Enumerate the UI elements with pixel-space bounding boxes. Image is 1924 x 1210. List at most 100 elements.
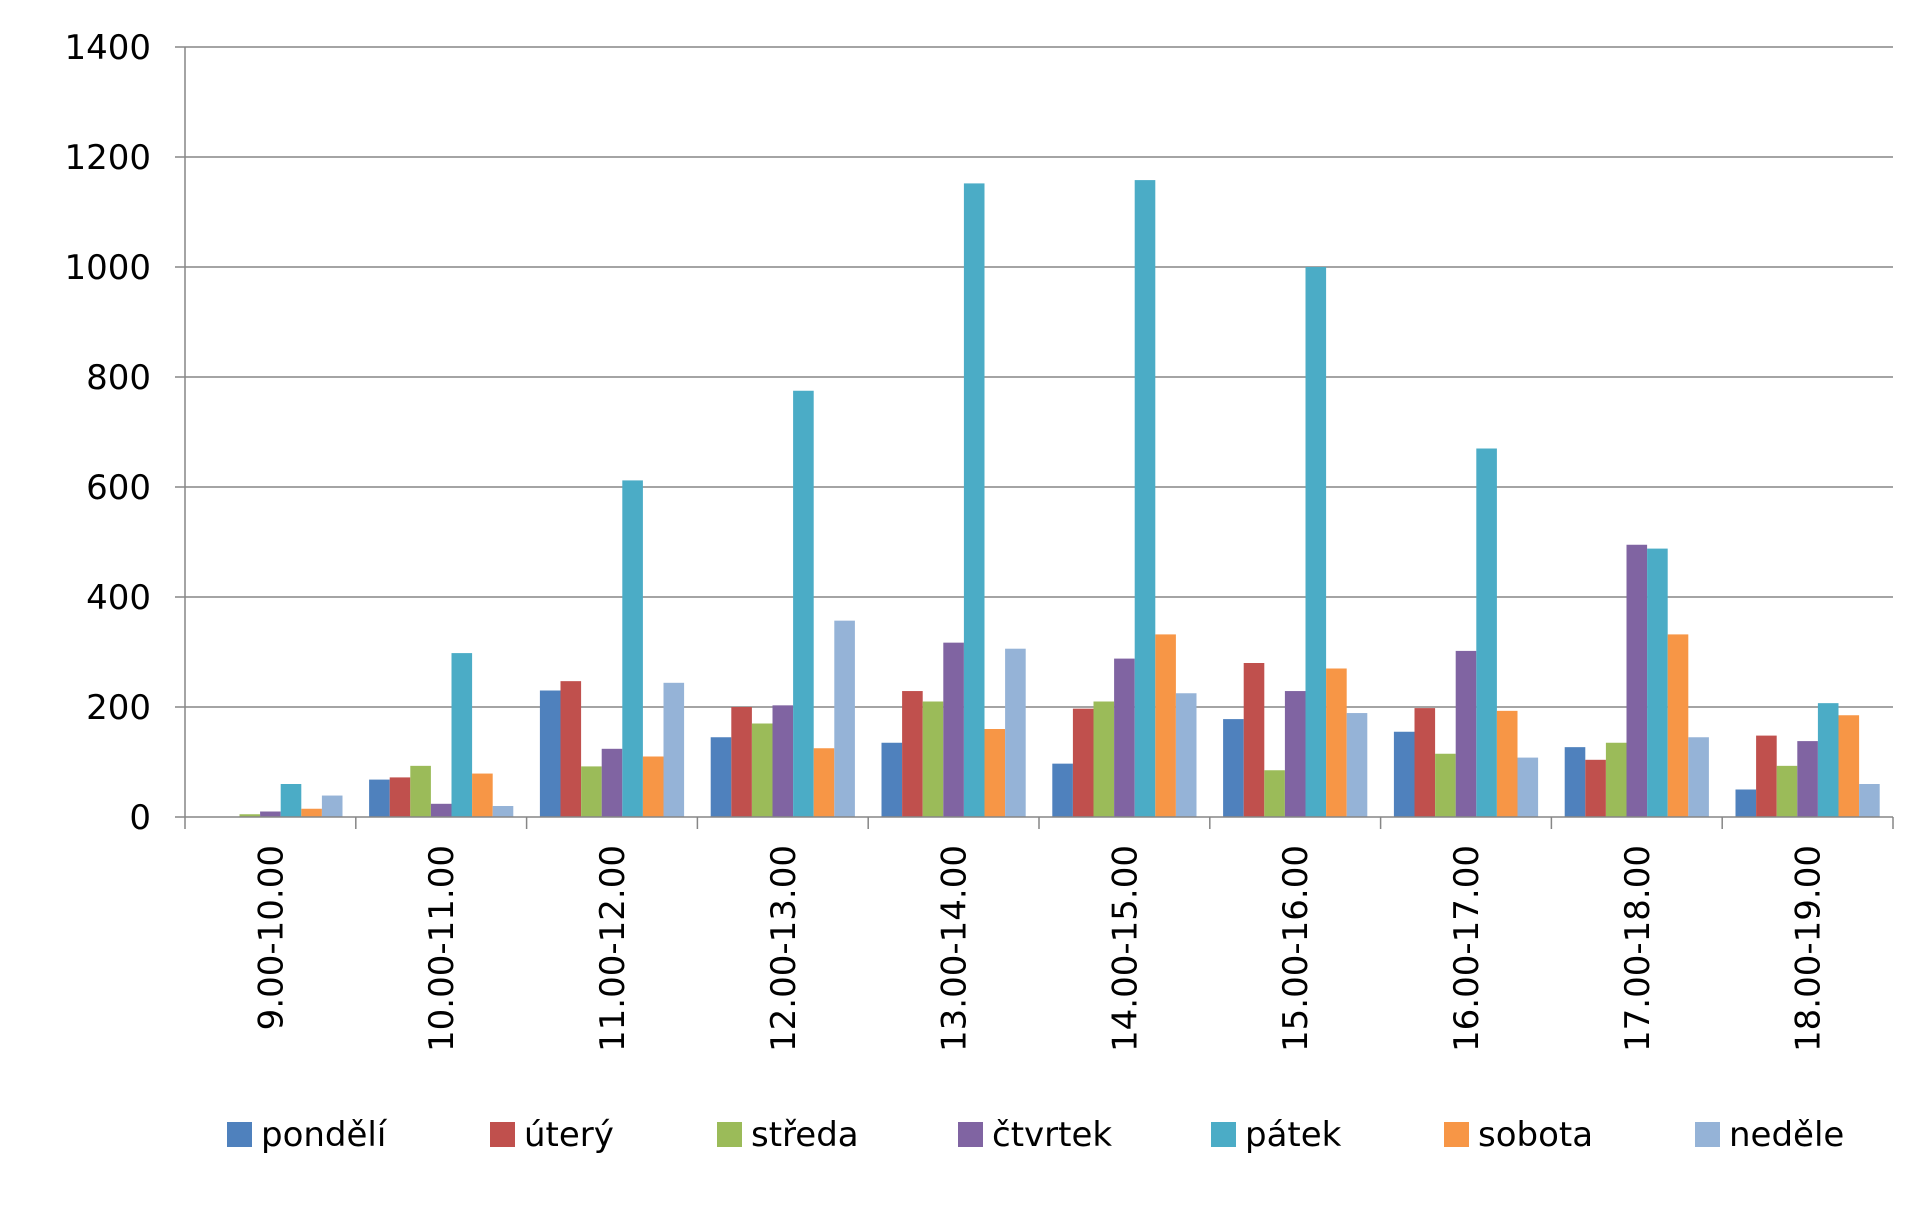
y-tick-label: 200 xyxy=(86,688,151,728)
bar-neděle-18.00-19.00 xyxy=(1859,784,1880,817)
bar-středa-10.00-11.00 xyxy=(410,765,431,817)
y-tick-label: 0 xyxy=(129,798,151,838)
x-tick-label: 10.00-11.00 xyxy=(422,845,462,1052)
bar-neděle-12.00-13.00 xyxy=(834,620,855,817)
bar-sobota-15.00-16.00 xyxy=(1326,668,1347,817)
bar-úterý-16.00-17.00 xyxy=(1414,708,1436,817)
bar-pondělí-18.00-19.00 xyxy=(1735,789,1757,817)
bar-středa-13.00-14.00 xyxy=(922,701,944,817)
x-tick-label: 14.00-15.00 xyxy=(1105,845,1145,1052)
bar-pondělí-13.00-14.00 xyxy=(881,742,903,817)
bar-úterý-11.00-12.00 xyxy=(560,681,582,817)
gridlines xyxy=(185,46,1893,708)
axes xyxy=(175,46,1894,829)
legend-swatch-neděle xyxy=(1695,1122,1720,1147)
bar-úterý-12.00-13.00 xyxy=(731,707,752,817)
legend-label-sobota: sobota xyxy=(1478,1115,1593,1155)
bar-neděle-10.00-11.00 xyxy=(492,806,514,817)
bar-pondělí-16.00-17.00 xyxy=(1393,731,1415,817)
bar-středa-18.00-19.00 xyxy=(1776,765,1798,817)
legend-swatch-čtvrtek xyxy=(958,1122,983,1147)
bar-sobota-14.00-15.00 xyxy=(1155,634,1176,817)
bar-úterý-15.00-16.00 xyxy=(1243,663,1265,817)
bar-úterý-17.00-18.00 xyxy=(1585,759,1606,817)
bar-sobota-12.00-13.00 xyxy=(813,748,835,817)
bar-pondělí-10.00-11.00 xyxy=(369,779,390,817)
y-tick-labels: 0 200 400 600 800 1000 1200 1400 xyxy=(64,28,151,838)
legend-swatch-pondělí xyxy=(227,1122,252,1147)
bar-sobota-13.00-14.00 xyxy=(984,729,1006,817)
bar-úterý-10.00-11.00 xyxy=(389,777,411,817)
legend-swatch-pátek xyxy=(1211,1122,1236,1147)
x-tick-label: 9.00-10.00 xyxy=(251,845,291,1030)
y-tick-label: 800 xyxy=(86,358,151,398)
bar-úterý-13.00-14.00 xyxy=(902,691,923,817)
bar-pátek-13.00-14.00 xyxy=(963,183,985,817)
bar-středa-14.00-15.00 xyxy=(1093,701,1115,817)
x-tick-label: 18.00-19.00 xyxy=(1789,845,1829,1052)
bar-úterý-18.00-19.00 xyxy=(1756,735,1777,817)
bar-čtvrtek-18.00-19.00 xyxy=(1797,741,1818,817)
bar-pátek-9.00-10.00 xyxy=(280,784,302,817)
bar-neděle-9.00-10.00 xyxy=(321,795,343,817)
bar-čtvrtek-10.00-11.00 xyxy=(430,803,452,817)
bar-pátek-15.00-16.00 xyxy=(1305,267,1327,817)
bar-středa-16.00-17.00 xyxy=(1435,753,1456,817)
bar-pátek-17.00-18.00 xyxy=(1647,548,1668,817)
legend-label-pondělí: pondělí xyxy=(261,1115,388,1155)
x-tick-label: 16.00-17.00 xyxy=(1447,845,1487,1052)
bar-čtvrtek-9.00-10.00 xyxy=(260,811,281,817)
bar-neděle-16.00-17.00 xyxy=(1517,757,1539,817)
y-tick-label: 1000 xyxy=(64,248,151,288)
bar-sobota-16.00-17.00 xyxy=(1496,710,1518,817)
bar-sobota-18.00-19.00 xyxy=(1838,715,1860,817)
bar-čtvrtek-14.00-15.00 xyxy=(1114,658,1135,817)
bar-čtvrtek-16.00-17.00 xyxy=(1455,650,1477,817)
bar-pondělí-17.00-18.00 xyxy=(1564,747,1586,817)
bar-čtvrtek-13.00-14.00 xyxy=(943,642,964,817)
legend-label-čtvrtek: čtvrtek xyxy=(992,1115,1112,1155)
bar-středa-11.00-12.00 xyxy=(581,766,602,817)
x-tick-label: 17.00-18.00 xyxy=(1618,845,1658,1052)
bar-pondělí-15.00-16.00 xyxy=(1223,719,1244,817)
legend-swatch-úterý xyxy=(490,1122,515,1147)
bar-čtvrtek-15.00-16.00 xyxy=(1284,691,1306,817)
bar-čtvrtek-12.00-13.00 xyxy=(772,705,794,817)
bar-pondělí-12.00-13.00 xyxy=(710,737,732,817)
bar-pondělí-11.00-12.00 xyxy=(539,690,561,817)
bar-neděle-11.00-12.00 xyxy=(663,682,685,817)
bar-sobota-10.00-11.00 xyxy=(472,773,493,817)
x-tick-label: 11.00-12.00 xyxy=(593,845,633,1052)
bar-pátek-14.00-15.00 xyxy=(1134,180,1156,818)
bar-čtvrtek-11.00-12.00 xyxy=(601,748,623,817)
legend-label-neděle: neděle xyxy=(1729,1115,1844,1155)
y-tick-label: 600 xyxy=(86,468,151,508)
legend-swatch-středa xyxy=(717,1122,742,1147)
bar-středa-15.00-16.00 xyxy=(1264,770,1285,817)
y-tick-label: 1200 xyxy=(64,138,151,178)
bar-neděle-15.00-16.00 xyxy=(1346,713,1368,817)
bar-středa-12.00-13.00 xyxy=(751,723,773,817)
x-tick-labels: 9.00-10.00 10.00-11.00 11.00-12.00 12.00-13… xyxy=(251,845,1828,1052)
bar-pátek-18.00-19.00 xyxy=(1817,703,1839,817)
legend-label-úterý: úterý xyxy=(524,1115,614,1155)
bar-neděle-17.00-18.00 xyxy=(1688,737,1709,817)
bar-pátek-16.00-17.00 xyxy=(1476,448,1497,817)
bar-pátek-10.00-11.00 xyxy=(451,653,473,817)
x-tick-label: 12.00-13.00 xyxy=(764,845,804,1052)
legend: pondělí úterý středa čtvrtek pátek sobota nedě… xyxy=(227,1115,1844,1155)
legend-label-středa: středa xyxy=(751,1115,859,1155)
bar-sobota-9.00-10.00 xyxy=(301,808,322,817)
x-tick-label: 15.00-16.00 xyxy=(1276,845,1316,1052)
bar-pátek-11.00-12.00 xyxy=(622,480,643,817)
bar-pátek-12.00-13.00 xyxy=(793,390,814,817)
x-tick-label: 13.00-14.00 xyxy=(935,845,975,1052)
y-tick-label: 400 xyxy=(86,578,151,618)
legend-label-pátek: pátek xyxy=(1245,1115,1342,1155)
bars xyxy=(239,180,1880,818)
legend-swatch-sobota xyxy=(1444,1122,1469,1147)
bar-neděle-14.00-15.00 xyxy=(1175,693,1197,817)
bar-středa-17.00-18.00 xyxy=(1605,742,1627,817)
